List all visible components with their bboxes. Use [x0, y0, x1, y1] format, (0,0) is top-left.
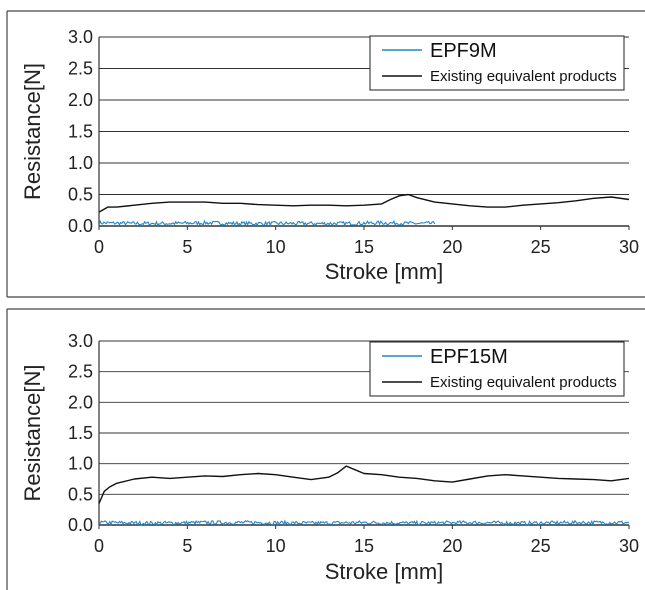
y-tick-label: 2.5 [68, 59, 93, 79]
series-line-epf15m [98, 519, 630, 527]
x-tick-label: 10 [266, 237, 286, 257]
legend-box [369, 341, 625, 397]
y-tick-label: 3.0 [68, 27, 93, 47]
legend-label: Existing equivalent products [430, 68, 617, 85]
y-tick-label: 2.0 [68, 392, 93, 412]
x-tick-label: 25 [531, 536, 551, 556]
x-tick-label: 15 [354, 536, 374, 556]
y-tick-label: 3.0 [68, 331, 93, 351]
legend-box [369, 35, 625, 91]
y-tick-label: 1.5 [68, 423, 93, 443]
x-tick-label: 30 [619, 536, 639, 556]
y-tick-label: 1.0 [68, 153, 93, 173]
x-tick-label: 30 [619, 237, 639, 257]
chart-panel-1: 0.0 0.5 1.0 1.5 2.0 2.5 3.0 0 5 10 15 20 25 30 Stroke … [20, 27, 639, 284]
y-axis-label: Resistance[N] [20, 365, 45, 502]
x-axis-label: Stroke [mm] [325, 259, 444, 284]
x-tick-label: 20 [442, 237, 462, 257]
legend-label: Existing equivalent products [430, 374, 617, 391]
top-panel-frame [6, 10, 645, 298]
legend-label: EPF9M [430, 40, 497, 62]
x-axis-label: Stroke [mm] [325, 559, 444, 584]
x-tick-label: 20 [442, 536, 462, 556]
legend-label: EPF15M [430, 346, 508, 368]
y-tick-label: 0.5 [68, 484, 93, 504]
series-line-epf9m [98, 219, 436, 227]
x-tick-label: 0 [94, 536, 104, 556]
y-tick-label: 0.0 [68, 515, 93, 535]
x-tick-label: 10 [266, 536, 286, 556]
y-tick-label: 0.5 [68, 185, 93, 205]
series-line-existing-equivalent-products [98, 465, 630, 504]
y-tick-label: 0.0 [68, 216, 93, 236]
x-tick-label: 25 [531, 237, 551, 257]
x-tick-label: 0 [94, 237, 104, 257]
y-tick-label: 2.0 [68, 90, 93, 110]
y-tick-label: 1.5 [68, 122, 93, 142]
chart-panel-2: 0.0 0.5 1.0 1.5 2.0 2.5 3.0 0 5 10 15 20 25 30 Stroke … [20, 331, 639, 584]
x-tick-label: 5 [182, 536, 192, 556]
y-axis-label: Resistance[N] [20, 63, 45, 200]
x-tick-label: 5 [182, 237, 192, 257]
series-line-existing-equivalent-products [98, 193, 630, 213]
y-tick-label: 2.5 [68, 362, 93, 382]
bottom-panel-frame [6, 308, 645, 590]
y-tick-label: 1.0 [68, 454, 93, 474]
x-tick-label: 15 [354, 237, 374, 257]
